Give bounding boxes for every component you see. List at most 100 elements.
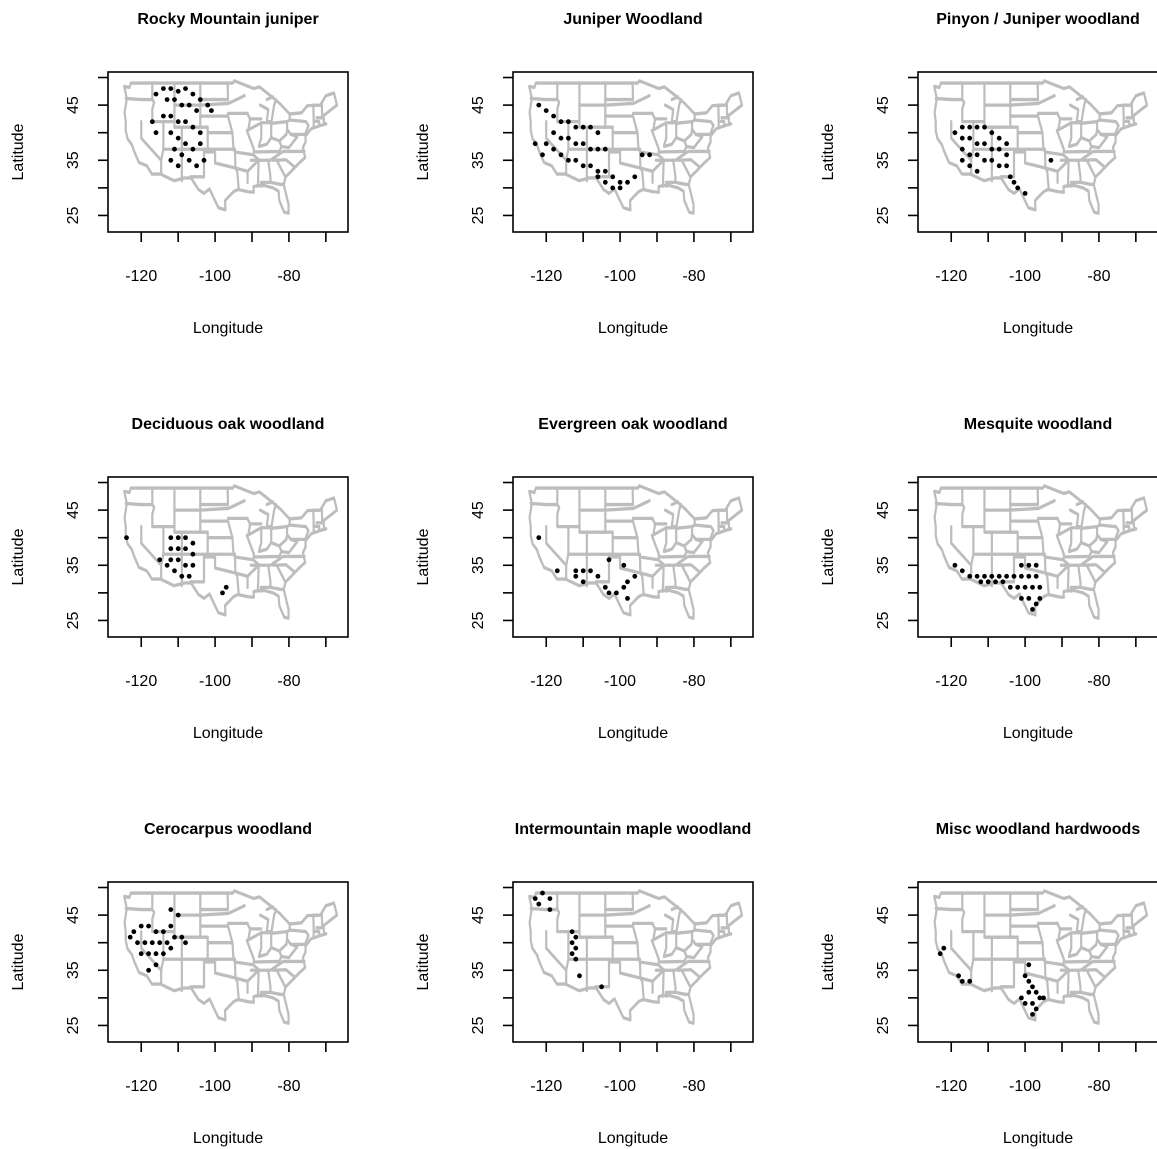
occurrence-point — [190, 562, 196, 568]
occurrence-point — [543, 141, 549, 147]
y-axis-label: Latitude — [415, 528, 432, 585]
occurrence-point — [153, 91, 159, 97]
occurrence-point — [1026, 596, 1032, 601]
occurrence-point — [157, 557, 163, 563]
y-tick-label: 35 — [875, 151, 892, 169]
occurrence-point — [190, 146, 196, 152]
occurrence-point — [1007, 584, 1013, 590]
x-axis-label: Longitude — [598, 725, 668, 742]
y-axis-label: Latitude — [10, 123, 27, 180]
panel-title: Misc woodland hardwoods — [936, 821, 1141, 838]
occurrence-point — [223, 584, 229, 590]
occurrence-point — [168, 907, 174, 912]
occurrence-point — [161, 86, 166, 91]
occurrence-point — [142, 940, 148, 946]
occurrence-point — [573, 124, 579, 130]
x-tick-label: -80 — [277, 268, 300, 285]
occurrence-point — [573, 573, 579, 579]
occurrence-point — [959, 146, 965, 152]
occurrence-point — [617, 179, 623, 185]
occurrence-point — [1030, 984, 1035, 990]
plot-frame — [107, 71, 349, 233]
x-tick-label: -120 — [125, 268, 157, 285]
occurrence-point — [1004, 163, 1009, 169]
occurrence-point — [175, 119, 181, 125]
occurrence-point — [1048, 157, 1054, 163]
occurrence-point — [194, 163, 200, 169]
occurrence-point — [974, 141, 980, 147]
occurrence-point — [1019, 573, 1024, 579]
occurrence-point — [127, 934, 133, 940]
occurrence-point — [146, 923, 152, 929]
occurrence-point — [1007, 174, 1013, 180]
occurrence-point — [551, 113, 556, 119]
occurrence-point — [138, 951, 144, 957]
occurrence-point — [595, 573, 601, 579]
occurrence-point — [985, 579, 991, 585]
occurrence-point — [566, 135, 571, 141]
panel-title: Intermountain maple woodland — [515, 821, 751, 838]
occurrence-point — [632, 573, 638, 579]
occurrence-point — [602, 584, 608, 590]
x-tick-label: -80 — [682, 673, 705, 690]
x-tick-label: -100 — [199, 673, 231, 690]
occurrence-point — [1030, 1012, 1035, 1017]
occurrence-point — [175, 135, 181, 141]
occurrence-point — [996, 146, 1002, 152]
occurrence-point — [153, 962, 159, 968]
occurrence-point — [1026, 989, 1032, 995]
occurrence-point — [172, 568, 177, 574]
occurrence-point — [959, 978, 965, 984]
y-tick-label: 45 — [65, 906, 82, 924]
occurrence-point — [569, 951, 575, 957]
occurrence-point — [183, 119, 188, 125]
occurrence-point — [602, 146, 608, 152]
occurrence-point — [186, 157, 192, 163]
x-tick-label: -120 — [530, 1078, 562, 1095]
occurrence-point — [989, 157, 995, 163]
occurrence-point — [595, 146, 601, 152]
occurrence-point — [610, 185, 616, 191]
occurrence-point — [179, 102, 185, 108]
occurrence-point — [551, 146, 556, 152]
occurrence-point — [1015, 584, 1021, 590]
occurrence-point — [573, 141, 579, 147]
occurrence-point — [989, 573, 995, 579]
plot-frame — [512, 476, 754, 638]
occurrence-point — [967, 978, 973, 984]
occurrence-point — [157, 940, 163, 946]
occurrence-point — [602, 168, 608, 174]
occurrence-point — [614, 590, 619, 596]
occurrence-point — [175, 88, 181, 94]
occurrence-point — [588, 568, 593, 574]
occurrence-point — [183, 86, 188, 91]
occurrence-point — [1026, 562, 1032, 568]
occurrence-point — [974, 124, 980, 130]
occurrence-point — [536, 901, 542, 907]
occurrence-point — [164, 940, 170, 946]
occurrence-point — [989, 146, 995, 152]
occurrence-point — [566, 157, 571, 163]
occurrence-point — [168, 86, 174, 91]
occurrence-point — [566, 119, 571, 125]
us-basemap — [527, 889, 744, 1025]
occurrence-point — [183, 562, 188, 568]
occurrence-point — [599, 984, 604, 990]
occurrence-point — [573, 934, 579, 940]
occurrence-point — [595, 168, 601, 174]
y-axis-label: Latitude — [415, 123, 432, 180]
x-tick-label: -120 — [935, 268, 967, 285]
plot-frame — [917, 881, 1157, 1043]
x-tick-label: -100 — [1009, 673, 1041, 690]
map-panel: Intermountain maple woodland -120 -100 -80 2… — [415, 821, 754, 1147]
occurrence-point — [996, 163, 1002, 169]
x-tick-label: -120 — [530, 673, 562, 690]
occurrence-point — [952, 562, 958, 568]
y-tick-label: 25 — [470, 1016, 487, 1034]
us-basemap — [932, 79, 1149, 215]
occurrence-point — [1037, 596, 1043, 601]
occurrence-point — [573, 945, 579, 951]
occurrence-point — [175, 546, 181, 552]
occurrence-point — [220, 590, 225, 596]
x-tick-label: -100 — [604, 673, 636, 690]
